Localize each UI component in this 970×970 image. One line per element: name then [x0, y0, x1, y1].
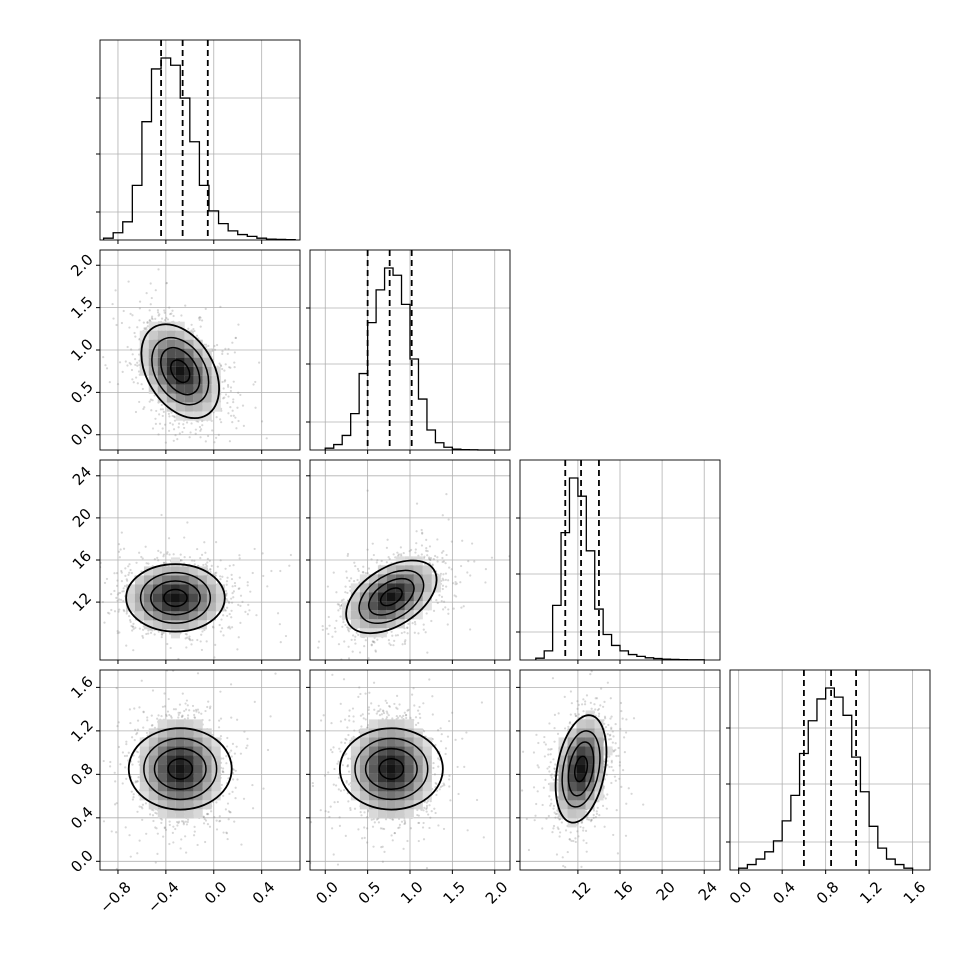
y-tick-label: 20: [69, 505, 95, 531]
x-tick-label: −0.4: [144, 878, 182, 916]
x-tick-label: 2.0: [482, 878, 512, 908]
axes-frame: [99, 669, 301, 871]
x-tick-label: 0.0: [312, 878, 342, 908]
x-tick-label: 0.4: [769, 878, 799, 908]
y-tick-label: 0.5: [67, 378, 97, 408]
x-tick-label: 0.0: [201, 878, 231, 908]
density-panel-0: [102, 268, 268, 444]
x-tick-label: 1.6: [900, 878, 930, 908]
x-tick-label: 20: [653, 878, 679, 904]
density-panel-2: [317, 489, 510, 660]
x-tick-label: 12: [568, 878, 594, 904]
density-panel-5: [521, 670, 645, 869]
contour-line: [364, 747, 418, 791]
contour-line: [554, 714, 608, 824]
histogram-2: [535, 477, 705, 661]
contour-line: [338, 727, 444, 811]
x-tick-label: 24: [695, 878, 721, 904]
histogram-1: [324, 267, 495, 451]
y-tick-label: 1.6: [67, 673, 97, 703]
contour-line: [153, 747, 207, 791]
contour-line: [143, 737, 218, 801]
contour-line: [170, 359, 191, 384]
contour-line: [354, 737, 429, 801]
y-tick-label: 16: [69, 547, 95, 573]
histogram-0: [102, 57, 296, 241]
histogram-3: [738, 687, 914, 870]
y-tick-label: 1.2: [67, 716, 97, 746]
contour-line: [150, 580, 201, 616]
y-tick-label: 0.0: [67, 420, 97, 450]
contour-line: [160, 346, 201, 396]
axes-frame: [99, 39, 301, 241]
x-tick-label: 1.0: [397, 878, 427, 908]
contour-line: [125, 563, 226, 633]
contour-line: [139, 571, 212, 624]
x-tick-label: 0.4: [249, 878, 279, 908]
contour-line: [574, 755, 589, 783]
y-tick-label: 12: [69, 589, 95, 615]
contour-line: [367, 577, 415, 616]
x-tick-label: 0.5: [355, 878, 385, 908]
contour-line: [140, 323, 220, 420]
contour-line: [151, 336, 210, 406]
x-tick-label: 0.8: [813, 878, 843, 908]
contour-line: [561, 730, 601, 808]
contour-line: [567, 741, 595, 797]
y-tick-label: 0.8: [67, 760, 97, 790]
x-tick-label: 1.5: [440, 878, 470, 908]
contour-line: [345, 559, 438, 635]
y-tick-label: 1.5: [67, 293, 97, 323]
density-panel-1: [100, 513, 292, 660]
density-panel-4: [310, 673, 485, 870]
x-tick-label: 1.2: [856, 878, 886, 908]
contour-line: [379, 587, 403, 607]
density-panel-3: [102, 670, 277, 870]
x-tick-label: 16: [611, 878, 637, 904]
y-tick-label: 24: [69, 463, 95, 489]
y-tick-label: 2.0: [67, 250, 97, 280]
contour-line: [378, 757, 405, 780]
contour-line: [167, 757, 194, 780]
contour-line: [163, 588, 188, 608]
contour-line: [358, 569, 425, 625]
y-tick-label: 0.4: [67, 803, 97, 833]
y-tick-label: 0.0: [67, 847, 97, 877]
x-tick-label: 0.0: [726, 878, 756, 908]
y-tick-label: 1.0: [67, 335, 97, 365]
x-tick-label: −0.8: [96, 878, 134, 916]
contour-line: [127, 727, 233, 811]
axes-frame: [729, 669, 931, 871]
